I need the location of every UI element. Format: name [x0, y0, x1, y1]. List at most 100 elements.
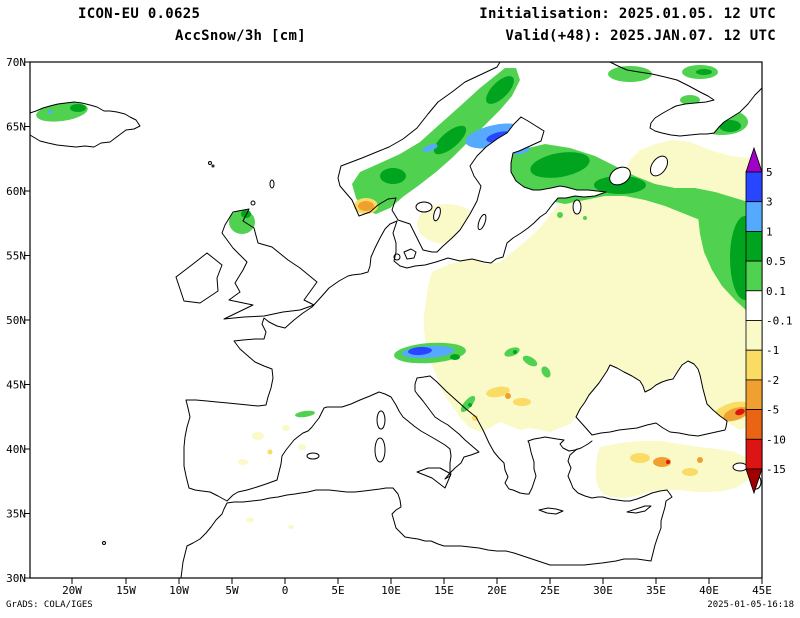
island-sardinia: [374, 437, 386, 463]
snow-shade-africa-spot: [288, 525, 294, 529]
melt-red-turkey: [666, 460, 670, 464]
melt-yellow-spain-spot: [267, 449, 273, 455]
snow-core-mid-norway: [433, 125, 467, 155]
colorbar-arrow-bottom: [745, 468, 763, 495]
colorbar-label: -0.1: [766, 315, 793, 328]
island-corsica: [376, 410, 386, 430]
melt-yellow-balkans: [472, 415, 478, 421]
colorbar-label: -15: [766, 463, 786, 476]
initialisation-time: Initialisation: 2025.01.05. 12 UTC: [479, 6, 776, 22]
colorbar: 5 3 1 0.5 0.1 -0.1 -1 -2 -5 -10 -15: [745, 146, 793, 495]
lon-label: 15E: [434, 584, 454, 597]
island-sicily: [416, 467, 452, 489]
lon-label: 30E: [593, 584, 613, 597]
lat-label: 50N: [6, 314, 26, 327]
snow-shade-spain-spot: [298, 444, 306, 450]
colorbar-label: 3: [766, 196, 773, 209]
colorbar-segment: [745, 260, 763, 292]
snow-core-north-norway: [486, 76, 514, 104]
creation-timestamp: 2025-01-05-16:18: [707, 600, 794, 610]
colorbar-segment: [745, 320, 763, 351]
island-ireland: [175, 252, 223, 304]
lake-vattern: [433, 206, 441, 222]
snow-core-iceland: [70, 104, 86, 112]
melt-yellow-ukraine: [513, 398, 531, 406]
lat-label: 35N: [6, 508, 26, 521]
lat-label: 40N: [6, 443, 26, 456]
colorbar-label: 0.5: [766, 255, 786, 268]
snow-core-south-norway: [380, 168, 406, 184]
island-faroe: [208, 161, 212, 165]
snow-shade-east-europe: [424, 140, 762, 432]
snow-core-carpathians: [513, 350, 517, 354]
axes-layer: 70N 65N 60N 55N 50N 45N 40N 35N 30N 20W …: [6, 56, 772, 597]
lat-label: 55N: [6, 250, 26, 263]
colorbar-segment: [745, 230, 763, 262]
valid-time: Valid(+48): 2025.JAN.07. 12 UTC: [505, 28, 776, 44]
island-cyprus: [626, 505, 652, 514]
colorbar-label: 1: [766, 225, 773, 238]
sea-black-sea: [576, 361, 727, 436]
melt-orange-turkey-east: [697, 457, 703, 463]
sea-baltic: [403, 117, 606, 268]
snow-blue-core-alps: [408, 346, 432, 356]
island-crete: [538, 507, 564, 515]
lon-label: 40E: [699, 584, 719, 597]
melt-orange-turkey: [653, 457, 671, 467]
colorbar-segment: [745, 201, 763, 232]
lon-label: 5W: [225, 584, 239, 597]
sea-mask-layer: [403, 74, 762, 496]
snow-core-east-alps: [450, 354, 460, 360]
lat-label: 60N: [6, 185, 26, 198]
lake-peipus: [572, 199, 582, 215]
snow-core-dinarides: [468, 403, 472, 407]
island-shetland: [269, 179, 275, 189]
snow-shade-spain-spot: [252, 432, 264, 440]
colorbar-label: -10: [766, 433, 786, 446]
snow-shade-kola: [608, 66, 652, 82]
snow-core-kola: [696, 69, 712, 75]
colorbar-label: -1: [766, 344, 779, 357]
colorbar-segment: [745, 171, 763, 203]
melt-red-caucasus: [735, 408, 745, 416]
coastline-black-sea: [575, 360, 728, 437]
island-mallorca: [306, 452, 320, 460]
sea-barents-white-sea: [650, 74, 762, 136]
lon-label: 25E: [540, 584, 560, 597]
island-fyn: [393, 253, 401, 261]
snow-shade-turkey: [596, 441, 755, 498]
lat-label: 70N: [6, 56, 26, 69]
coastline-kola-white-sea: [609, 61, 763, 137]
snow-blue-iceland-spot: [48, 110, 52, 114]
coastline-turkey-levant-africa: [180, 448, 673, 579]
lon-label: 35E: [646, 584, 666, 597]
coastline-mainland-europe: [183, 61, 607, 502]
lake-van: [732, 462, 748, 472]
lon-label: 15W: [116, 584, 136, 597]
snow-core-arkhangelsk: [719, 120, 741, 132]
island-madeira: [102, 541, 106, 545]
lon-label: 10W: [169, 584, 189, 597]
snow-shade-pyrenees: [295, 410, 315, 418]
snow-shade-baltics-spot: [583, 216, 587, 220]
model-title: ICON-EU 0.0625: [78, 6, 201, 22]
sea-aegean: [532, 440, 572, 496]
snow-blue-scandes-spot: [422, 144, 438, 152]
lat-label: 30N: [6, 572, 26, 585]
lat-label: 45N: [6, 379, 26, 392]
island-orkney: [250, 200, 256, 206]
snow-core-finland: [530, 152, 590, 178]
colorbar-label: -2: [766, 374, 779, 387]
snow-shade-carpathians: [541, 366, 551, 378]
variable-title: AccSnow/3h [cm]: [175, 28, 306, 44]
snow-shade-baltics-spot: [557, 212, 563, 218]
lon-label: 45E: [752, 584, 772, 597]
lake-ladoga: [609, 166, 631, 186]
lon-label: 5E: [331, 584, 344, 597]
colorbar-segment: [745, 438, 763, 470]
melt-yellow-ukraine: [486, 386, 510, 398]
lon-label: 20E: [487, 584, 507, 597]
lon-label: 0: [282, 584, 289, 597]
lake-vanern: [415, 201, 433, 213]
island-zealand: [403, 248, 417, 260]
